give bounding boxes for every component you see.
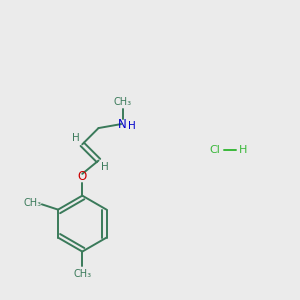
Text: H: H xyxy=(101,162,109,172)
Text: H: H xyxy=(72,133,80,143)
Text: CH₃: CH₃ xyxy=(113,97,132,107)
Text: O: O xyxy=(78,170,87,183)
Text: H: H xyxy=(238,145,247,155)
Text: N: N xyxy=(118,118,127,130)
Text: CH₃: CH₃ xyxy=(23,198,41,208)
Text: CH₃: CH₃ xyxy=(73,269,91,279)
Text: H: H xyxy=(128,122,136,131)
Text: Cl: Cl xyxy=(209,145,220,155)
